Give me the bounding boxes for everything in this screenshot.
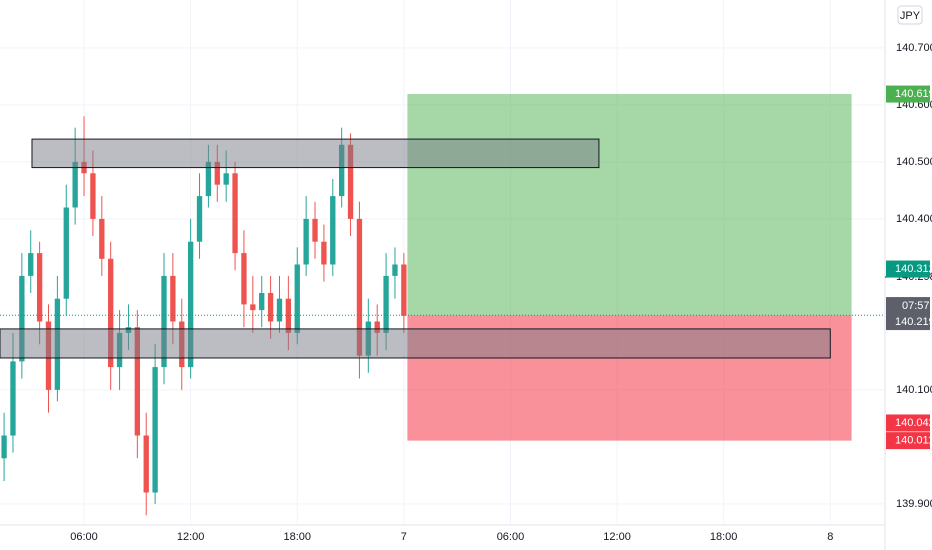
x-tick-label: 12:00 xyxy=(177,531,205,543)
candle-body xyxy=(347,144,354,219)
candle-body xyxy=(259,292,265,311)
candle-body xyxy=(143,435,149,493)
price-badge-label: 140.011 xyxy=(895,435,932,447)
x-tick-label: 06:00 xyxy=(497,531,525,543)
x-tick-label: 7 xyxy=(401,531,407,543)
y-tick-label: 140.500 xyxy=(896,156,932,168)
price-badge-label: 140.312 xyxy=(895,263,932,275)
y-tick-label: 139.900 xyxy=(896,498,932,510)
candle-body xyxy=(312,218,318,242)
candle-body xyxy=(1,435,7,459)
candle-body xyxy=(161,275,167,368)
x-tick-label: 8 xyxy=(827,531,833,543)
candle-body xyxy=(276,298,283,322)
y-tick-label: 140.400 xyxy=(896,213,932,225)
price-badge xyxy=(886,260,930,278)
candle-body xyxy=(28,253,34,276)
candle-body xyxy=(232,173,238,254)
profit-zone xyxy=(407,94,852,316)
candle-body xyxy=(303,218,309,265)
x-tick-label: 12:00 xyxy=(603,531,631,543)
candle-body xyxy=(205,161,212,197)
candle-body xyxy=(330,196,336,265)
candle-body xyxy=(36,253,43,322)
x-tick-label: 18:00 xyxy=(710,531,738,543)
currency-box[interactable] xyxy=(897,5,923,25)
candle-body xyxy=(294,264,300,333)
candle-body xyxy=(10,361,16,436)
x-tick-label: 18:00 xyxy=(283,531,311,543)
zone-rectangle xyxy=(0,328,831,359)
price-badge-label: 140.619 xyxy=(895,88,932,100)
candle-body xyxy=(321,241,327,265)
price-badge xyxy=(886,85,930,103)
candle-body xyxy=(90,173,96,219)
zone-rectangle xyxy=(31,138,600,169)
candle-body xyxy=(356,218,363,356)
candle-body xyxy=(241,253,247,305)
candle-body xyxy=(392,264,398,276)
candle-body xyxy=(152,367,158,493)
price-badge-label: 140.042 xyxy=(895,417,932,429)
candle-body xyxy=(339,144,345,197)
candle-body xyxy=(99,218,105,259)
currency[interactable]: JPY xyxy=(900,10,921,22)
candle-body xyxy=(285,298,292,333)
candle-body xyxy=(214,161,220,185)
candle-body xyxy=(72,161,78,208)
y-tick-label: 140.100 xyxy=(896,384,932,396)
y-tick-label: 140.700 xyxy=(896,42,932,54)
candle-body xyxy=(267,292,274,322)
candle-body xyxy=(383,275,389,333)
candle-body xyxy=(250,304,256,311)
candle-body xyxy=(401,264,407,316)
candle-body xyxy=(134,327,141,436)
candle-body xyxy=(170,275,176,322)
price-badge xyxy=(886,414,930,432)
price-badge xyxy=(886,432,930,450)
candle-body xyxy=(223,173,229,185)
x-tick-label: 06:00 xyxy=(70,531,98,543)
candle-body xyxy=(108,258,114,368)
candle-body xyxy=(187,241,194,368)
countdown: 07:57 xyxy=(902,300,930,312)
candle-body xyxy=(63,207,69,299)
candle-body xyxy=(19,275,25,362)
candle-body xyxy=(196,196,203,242)
current-price-label: 140.219 xyxy=(895,316,932,328)
candle-body xyxy=(374,321,380,333)
current-price-badge xyxy=(886,297,930,331)
